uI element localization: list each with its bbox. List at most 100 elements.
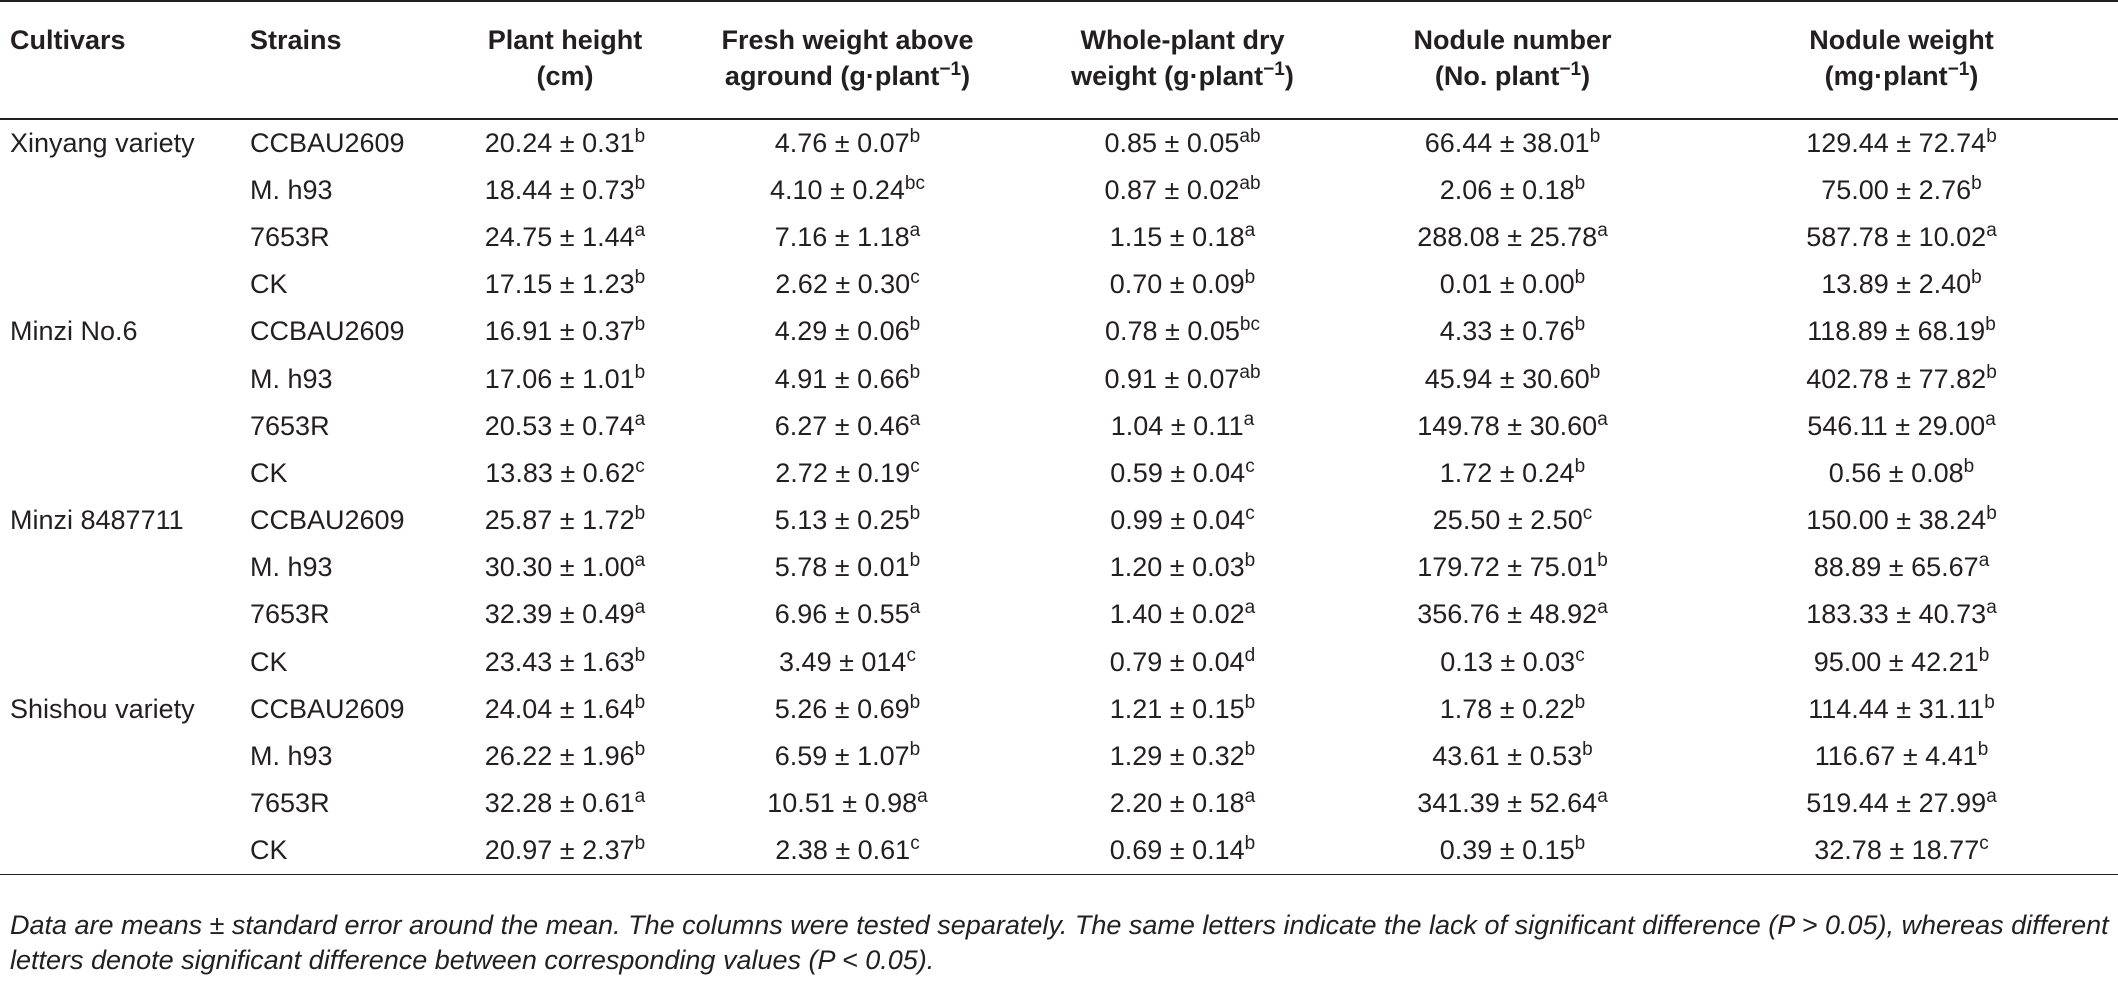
dry-weight-cell: 0.99 ± 0.04c — [1025, 497, 1340, 544]
header-fresh-weight-close: ) — [961, 61, 971, 91]
significance-letter: b — [909, 126, 921, 148]
table-row: CK 13.83 ± 0.62c 2.72 ± 0.19c 0.59 ± 0.04c 1… — [0, 449, 2118, 496]
significance-letter: b — [634, 267, 646, 289]
dry-weight-cell: 0.59 ± 0.04c — [1025, 449, 1340, 496]
significance-letter: b — [1971, 267, 1982, 289]
header-fresh-weight-line2: aground (g·plant — [724, 61, 940, 91]
significance-letter: b — [1589, 361, 1601, 383]
fresh-weight-cell: 4.76 ± 0.07b — [670, 119, 1025, 166]
value-text: 20.97 ± 2.37 — [484, 835, 635, 866]
significance-letter: a — [1597, 786, 1608, 808]
plant-height-cell: 17.06 ± 1.01b — [460, 355, 670, 402]
nodule-weight-cell: 587.78 ± 10.02a — [1685, 213, 2118, 260]
nodule-weight-cell: 402.78 ± 77.82b — [1685, 355, 2118, 402]
fresh-weight-cell: 5.13 ± 0.25b — [670, 497, 1025, 544]
significance-letter: b — [1963, 455, 1975, 477]
header-strains: Strains — [250, 25, 342, 55]
nodule-weight-cell: 116.67 ± 4.41b — [1685, 732, 2118, 779]
strain-cell: M. h93 — [250, 174, 333, 205]
value-text: 5.13 ± 0.25 — [774, 505, 910, 536]
value-text: 149.78 ± 30.60 — [1417, 410, 1598, 441]
fresh-weight-cell: 10.51 ± 0.98a — [670, 780, 1025, 827]
significance-letter: b — [1574, 691, 1586, 713]
dry-weight-cell: 1.20 ± 0.03b — [1025, 544, 1340, 591]
table-row: 7653R 24.75 ± 1.44a 7.16 ± 1.18a 1.15 ± 0.1… — [0, 213, 2118, 260]
cultivar-cell: Shishou variety — [10, 693, 195, 724]
value-text: 16.91 ± 0.37 — [484, 316, 635, 347]
plant-height-cell: 17.15 ± 1.23b — [460, 261, 670, 308]
significance-letter: b — [634, 126, 646, 148]
value-text: 150.00 ± 38.24 — [1806, 505, 1987, 536]
dry-weight-cell: 2.20 ± 0.18a — [1025, 780, 1340, 827]
value-text: 5.26 ± 0.69 — [774, 693, 910, 724]
nodule-number-cell: 0.01 ± 0.00b — [1340, 261, 1685, 308]
value-text: 6.59 ± 1.07 — [774, 741, 910, 772]
value-text: 6.27 ± 0.46 — [774, 410, 910, 441]
value-text: 6.96 ± 0.55 — [774, 599, 910, 630]
plant-height-cell: 20.53 ± 0.74a — [460, 402, 670, 449]
significance-letter: a — [1597, 408, 1608, 430]
value-text: 341.39 ± 52.64 — [1417, 788, 1598, 819]
table-header: Cultivars Strains Plant height (cm) Fres… — [0, 1, 2118, 119]
significance-letter: b — [1244, 691, 1256, 713]
nodule-weight-cell: 75.00 ± 2.76b — [1685, 166, 2118, 213]
header-dry-weight-close: ) — [1284, 61, 1294, 91]
cultivar-cell — [0, 732, 240, 779]
value-text: 32.39 ± 0.49 — [484, 599, 635, 630]
value-text: 20.53 ± 0.74 — [484, 410, 635, 441]
significance-letter: a — [1985, 408, 1996, 430]
nodule-weight-cell: 88.89 ± 65.67a — [1685, 544, 2118, 591]
nodule-number-cell: 45.94 ± 30.60b — [1340, 355, 1685, 402]
header-nodule-weight-exponent: −1 — [1947, 59, 1970, 80]
value-text: 1.72 ± 0.24 — [1439, 457, 1575, 488]
nodule-number-cell: 43.61 ± 0.53b — [1340, 732, 1685, 779]
value-text: 23.43 ± 1.63 — [484, 646, 635, 677]
fresh-weight-cell: 4.91 ± 0.66b — [670, 355, 1025, 402]
significance-letter: b — [634, 361, 646, 383]
header-nodule-weight-line1: Nodule weight — [1809, 25, 1994, 55]
value-text: 356.76 ± 48.92 — [1417, 599, 1598, 630]
value-text: 0.87 ± 0.02 — [1104, 174, 1240, 205]
fresh-weight-cell: 2.62 ± 0.30c — [670, 261, 1025, 308]
table-row: 7653R 32.39 ± 0.49a 6.96 ± 0.55a 1.40 ± 0.0… — [0, 591, 2118, 638]
table-row: CK 23.43 ± 1.63b 3.49 ± 014c 0.79 ± 0.04d 0.… — [0, 638, 2118, 685]
significance-letter: a — [1986, 219, 1997, 241]
table-row: M. h93 17.06 ± 1.01b 4.91 ± 0.66b 0.91 ± 0.… — [0, 355, 2118, 402]
value-text: 179.72 ± 75.01 — [1417, 552, 1598, 583]
strain-cell: CCBAU2609 — [250, 693, 405, 724]
significance-letter: b — [634, 691, 646, 713]
value-text: 1.21 ± 0.15 — [1109, 693, 1245, 724]
table-row: CK 20.97 ± 2.37b 2.38 ± 0.61c 0.69 ± 0.14b 0… — [0, 827, 2118, 874]
significance-letter: b — [634, 503, 646, 525]
value-text: 43.61 ± 0.53 — [1432, 741, 1583, 772]
table-row: M. h93 26.22 ± 1.96b 6.59 ± 1.07b 1.29 ± 0.… — [0, 732, 2118, 779]
header-nodule-number-close: ) — [1581, 61, 1591, 91]
nodule-number-cell: 2.06 ± 0.18b — [1340, 166, 1685, 213]
value-text: 25.87 ± 1.72 — [484, 505, 635, 536]
significance-letter: b — [1574, 172, 1586, 194]
nodule-weight-cell: 546.11 ± 29.00a — [1685, 402, 2118, 449]
fresh-weight-cell: 6.59 ± 1.07b — [670, 732, 1025, 779]
significance-letter: c — [1245, 503, 1255, 525]
plant-height-cell: 24.04 ± 1.64b — [460, 685, 670, 732]
header-plant-height-line1: Plant height — [487, 25, 643, 55]
value-text: 20.24 ± 0.31 — [484, 128, 635, 159]
dry-weight-cell: 0.85 ± 0.05ab — [1025, 119, 1340, 166]
table-row: 7653R 20.53 ± 0.74a 6.27 ± 0.46a 1.04 ± 0.1… — [0, 402, 2118, 449]
significance-letter: a — [917, 786, 928, 808]
value-text: 402.78 ± 77.82 — [1806, 363, 1987, 394]
cultivar-cell — [0, 402, 240, 449]
fresh-weight-cell: 7.16 ± 1.18a — [670, 213, 1025, 260]
header-fresh-weight-exponent: −1 — [939, 59, 962, 80]
strain-cell: CK — [250, 646, 288, 677]
significance-letter: b — [1985, 314, 1996, 336]
nodule-weight-cell: 183.33 ± 40.73a — [1685, 591, 2118, 638]
dry-weight-cell: 1.40 ± 0.02a — [1025, 591, 1340, 638]
significance-letter: a — [909, 597, 921, 619]
significance-letter: b — [1244, 833, 1256, 855]
dry-weight-cell: 0.91 ± 0.07ab — [1025, 355, 1340, 402]
significance-letter: bc — [1239, 314, 1260, 336]
plant-height-cell: 30.30 ± 1.00a — [460, 544, 670, 591]
nodule-number-cell: 1.72 ± 0.24b — [1340, 449, 1685, 496]
significance-letter: b — [1986, 361, 1997, 383]
